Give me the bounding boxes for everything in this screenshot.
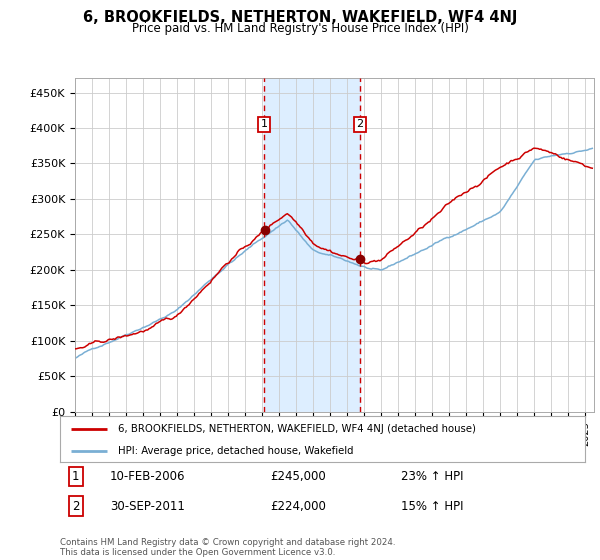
Bar	[264, 78, 360, 412]
Text: Contains HM Land Registry data © Crown copyright and database right 2024.
This d: Contains HM Land Registry data © Crown c…	[60, 538, 395, 557]
Text: Price paid vs. HM Land Registry's House Price Index (HPI): Price paid vs. HM Land Registry's House …	[131, 22, 469, 35]
Text: 6, BROOKFIELDS, NETHERTON, WAKEFIELD, WF4 4NJ: 6, BROOKFIELDS, NETHERTON, WAKEFIELD, WF…	[83, 10, 517, 25]
Text: £245,000: £245,000	[270, 470, 326, 483]
Text: £224,000: £224,000	[270, 500, 326, 513]
Text: HPI: Average price, detached house, Wakefield: HPI: Average price, detached house, Wake…	[118, 446, 353, 455]
Text: 10-FEB-2006: 10-FEB-2006	[110, 470, 185, 483]
Text: 1: 1	[72, 470, 79, 483]
Text: 23% ↑ HPI: 23% ↑ HPI	[401, 470, 464, 483]
Text: 30-SEP-2011: 30-SEP-2011	[110, 500, 185, 513]
Text: 2: 2	[356, 119, 364, 129]
Text: 2: 2	[72, 500, 79, 513]
Text: 6, BROOKFIELDS, NETHERTON, WAKEFIELD, WF4 4NJ (detached house): 6, BROOKFIELDS, NETHERTON, WAKEFIELD, WF…	[118, 424, 476, 434]
Text: 1: 1	[260, 119, 268, 129]
Text: 15% ↑ HPI: 15% ↑ HPI	[401, 500, 464, 513]
